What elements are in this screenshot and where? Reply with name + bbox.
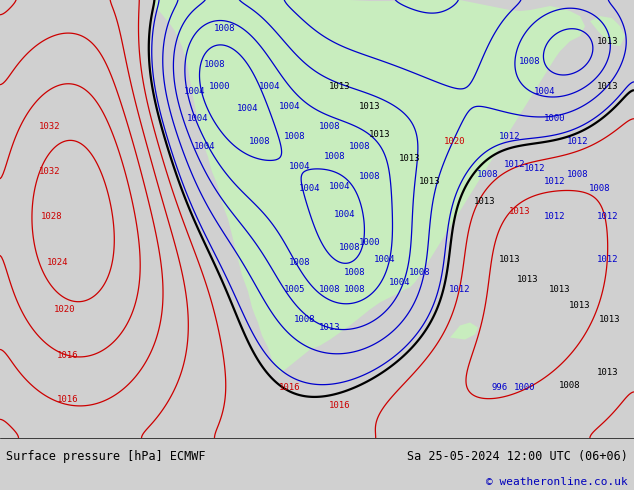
Text: 1004: 1004 — [279, 102, 301, 111]
Text: 1008: 1008 — [589, 184, 611, 194]
Polygon shape — [450, 322, 478, 340]
Text: 1020: 1020 — [55, 305, 75, 314]
Text: 1013: 1013 — [399, 154, 421, 163]
Text: 1012: 1012 — [544, 177, 566, 186]
Text: 1013: 1013 — [509, 207, 531, 217]
Text: 1004: 1004 — [187, 114, 209, 123]
Text: 1005: 1005 — [284, 285, 306, 294]
Text: 1000: 1000 — [514, 383, 536, 392]
Text: 1008: 1008 — [567, 171, 589, 179]
Text: 1008: 1008 — [344, 285, 366, 294]
Text: 1004: 1004 — [534, 87, 556, 96]
Text: 1012: 1012 — [524, 164, 546, 173]
Text: 1004: 1004 — [299, 184, 321, 194]
Text: 1000: 1000 — [359, 238, 381, 246]
Text: 1013: 1013 — [599, 315, 621, 324]
Text: 1008: 1008 — [320, 285, 340, 294]
Text: Surface pressure [hPa] ECMWF: Surface pressure [hPa] ECMWF — [6, 450, 206, 463]
Text: 1008: 1008 — [324, 152, 346, 161]
Text: 1012: 1012 — [450, 285, 471, 294]
Text: 1012: 1012 — [504, 160, 526, 169]
Text: 1004: 1004 — [259, 82, 281, 91]
Text: 1012: 1012 — [597, 255, 619, 264]
Text: 1008: 1008 — [410, 268, 430, 277]
Polygon shape — [155, 0, 585, 373]
Text: 1008: 1008 — [519, 57, 541, 66]
Text: 1004: 1004 — [289, 162, 311, 171]
Text: 1028: 1028 — [41, 213, 63, 221]
Text: 1013: 1013 — [419, 177, 441, 186]
Text: 1004: 1004 — [389, 278, 411, 287]
Text: 1016: 1016 — [329, 401, 351, 410]
Text: 1013: 1013 — [320, 323, 340, 332]
Text: 1012: 1012 — [567, 137, 589, 146]
Text: 1013: 1013 — [329, 82, 351, 91]
Text: 996: 996 — [492, 383, 508, 392]
Text: 1016: 1016 — [57, 395, 79, 404]
Text: 1004: 1004 — [329, 182, 351, 192]
Text: 1016: 1016 — [279, 383, 301, 392]
Text: 1013: 1013 — [369, 130, 391, 139]
Text: 1016: 1016 — [57, 351, 79, 360]
Text: 1012: 1012 — [597, 213, 619, 221]
Text: 1008: 1008 — [289, 258, 311, 267]
Text: 1013: 1013 — [549, 285, 571, 294]
Text: 1008: 1008 — [339, 243, 361, 252]
Text: 1020: 1020 — [444, 137, 466, 146]
Text: 1008: 1008 — [477, 171, 499, 179]
Text: 1004: 1004 — [184, 87, 206, 96]
Text: 1008: 1008 — [214, 24, 236, 33]
Polygon shape — [590, 16, 625, 46]
Text: 1004: 1004 — [374, 255, 396, 264]
Text: 1032: 1032 — [39, 122, 61, 131]
Text: 1013: 1013 — [474, 197, 496, 206]
Text: 1013: 1013 — [499, 255, 521, 264]
Text: 1013: 1013 — [359, 102, 381, 111]
Text: 1008: 1008 — [294, 315, 316, 324]
Text: 1013: 1013 — [569, 301, 591, 310]
Text: 1008: 1008 — [359, 172, 381, 181]
Text: 1008: 1008 — [559, 381, 581, 390]
Text: 1004: 1004 — [334, 211, 356, 220]
Text: 1008: 1008 — [284, 132, 306, 141]
Text: © weatheronline.co.uk: © weatheronline.co.uk — [486, 477, 628, 487]
Text: 1008: 1008 — [204, 60, 226, 69]
Text: 1013: 1013 — [597, 82, 619, 91]
Text: 1008: 1008 — [349, 142, 371, 151]
Text: 1000: 1000 — [544, 114, 566, 123]
Text: 1008: 1008 — [344, 268, 366, 277]
Text: 1024: 1024 — [48, 258, 68, 267]
Text: 1013: 1013 — [597, 368, 619, 377]
Text: 1013: 1013 — [597, 37, 619, 46]
Text: 1013: 1013 — [517, 275, 539, 284]
Text: 1004: 1004 — [194, 142, 216, 151]
Text: 1004: 1004 — [237, 104, 259, 113]
Text: 1008: 1008 — [320, 122, 340, 131]
Text: 1012: 1012 — [499, 132, 521, 141]
Text: 1000: 1000 — [209, 82, 231, 91]
Text: 1032: 1032 — [39, 167, 61, 176]
Text: 1012: 1012 — [544, 213, 566, 221]
Text: 1008: 1008 — [249, 137, 271, 146]
Text: Sa 25-05-2024 12:00 UTC (06+06): Sa 25-05-2024 12:00 UTC (06+06) — [407, 450, 628, 463]
